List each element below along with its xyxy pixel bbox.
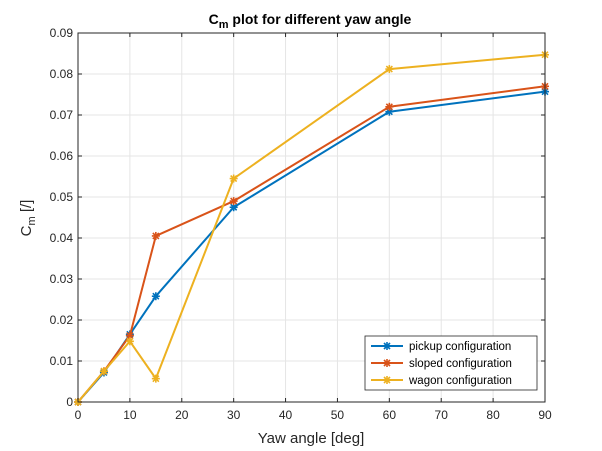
legend-marker xyxy=(383,376,391,384)
x-tick-label: 90 xyxy=(538,408,552,422)
x-tick-label: 30 xyxy=(227,408,241,422)
chart-title: Cm plot for different yaw angle xyxy=(209,11,412,31)
x-tick-labels: 0 10 20 30 40 50 60 70 80 90 xyxy=(75,408,552,422)
data-point xyxy=(385,65,394,74)
legend-marker xyxy=(383,342,391,350)
legend: pickup configuration sloped configuration… xyxy=(364,335,538,391)
y-tick-labels: 0 0.01 0.02 0.03 0.04 0.05 0.06 0.07 0.08 0.09 xyxy=(50,26,74,409)
x-tick-label: 20 xyxy=(175,408,189,422)
y-tick-label: 0.07 xyxy=(50,108,74,122)
x-tick-label: 0 xyxy=(75,408,82,422)
y-tick-label: 0.03 xyxy=(50,272,74,286)
legend-label: wagon configuration xyxy=(408,375,512,387)
data-point xyxy=(229,197,238,206)
data-point xyxy=(229,174,238,183)
ticks xyxy=(77,32,546,403)
y-tick-label: 0.02 xyxy=(50,313,74,327)
legend-item: wagon configuration xyxy=(371,375,512,387)
x-tick-label: 70 xyxy=(435,408,449,422)
y-tick-label: 0.01 xyxy=(50,354,74,368)
series-layer xyxy=(74,50,549,406)
data-point xyxy=(151,374,160,383)
y-axis-label: Cm [/] xyxy=(18,200,38,237)
y-tick-label: 0.05 xyxy=(50,190,74,204)
x-tick-label: 80 xyxy=(486,408,500,422)
x-tick-label: 50 xyxy=(331,408,345,422)
legend-label: pickup configuration xyxy=(409,341,511,353)
plot-frame xyxy=(77,32,546,403)
y-tick-label: 0 xyxy=(66,395,73,409)
legend-item: sloped configuration xyxy=(371,358,512,370)
data-point xyxy=(99,367,108,376)
x-tick-label: 10 xyxy=(123,408,137,422)
legend-item: pickup configuration xyxy=(371,341,511,353)
data-point xyxy=(151,231,160,240)
y-tick-label: 0.08 xyxy=(50,67,74,81)
data-point xyxy=(385,102,394,111)
y-tick-label: 0.04 xyxy=(50,231,74,245)
y-tick-label: 0.09 xyxy=(50,26,74,40)
legend-label: sloped configuration xyxy=(409,358,512,370)
x-tick-label: 60 xyxy=(383,408,397,422)
legend-marker xyxy=(383,359,391,367)
x-axis-label: Yaw angle [deg] xyxy=(258,430,364,447)
data-point xyxy=(125,337,134,346)
x-tick-label: 40 xyxy=(279,408,293,422)
y-tick-label: 0.06 xyxy=(50,149,74,163)
data-point xyxy=(151,292,160,301)
